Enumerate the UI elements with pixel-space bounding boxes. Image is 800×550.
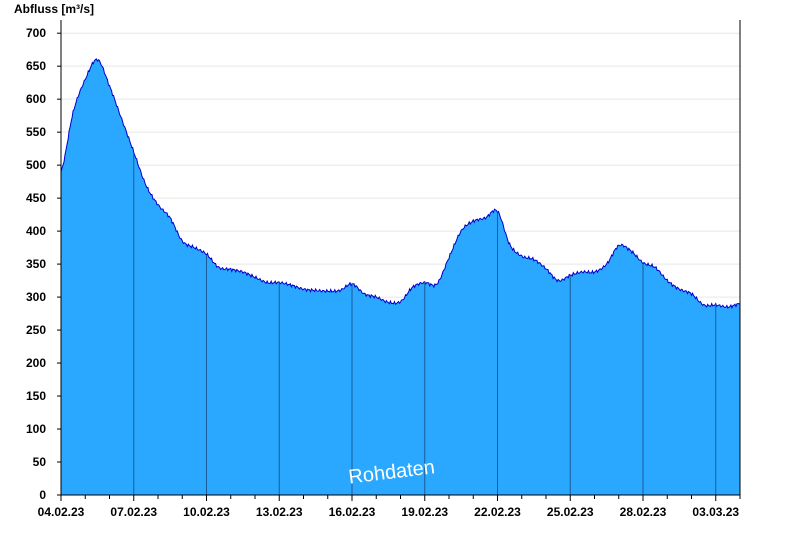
- x-tick-label: 04.02.23: [38, 505, 85, 519]
- y-tick-label: 50: [33, 455, 47, 469]
- y-tick-label: 300: [26, 290, 46, 304]
- y-tick-label: 250: [26, 323, 46, 337]
- discharge-line: [60, 58, 741, 310]
- x-tick-label: 22.02.23: [474, 505, 521, 519]
- y-tick-label: 350: [26, 257, 46, 271]
- y-tick-label: 500: [26, 158, 46, 172]
- x-tick-label: 13.02.23: [256, 505, 303, 519]
- x-tick-label: 28.02.23: [620, 505, 667, 519]
- y-axis-title: Abfluss [m³/s]: [14, 2, 94, 16]
- x-tick-label: 16.02.23: [329, 505, 376, 519]
- y-axis-ticks: 0 50 100 150 200 250 300 350 400 450 500 550 600 650 7…: [26, 26, 61, 502]
- y-tick-label: 150: [26, 389, 46, 403]
- y-tick-label: 700: [26, 26, 46, 40]
- y-tick-label: 650: [26, 59, 46, 73]
- x-tick-label: 03.03.23: [692, 505, 739, 519]
- discharge-area: [61, 58, 740, 495]
- x-tick-label: 07.02.23: [110, 505, 157, 519]
- y-tick-label: 400: [26, 224, 46, 238]
- y-tick-label: 100: [26, 422, 46, 436]
- y-tick-label: 0: [39, 488, 46, 502]
- y-tick-label: 550: [26, 125, 46, 139]
- x-axis-ticks: 04.02.23 07.02.23 10.02.23 13.02.23 16.02.23…: [38, 495, 741, 519]
- date-separator-lines: [133, 152, 717, 495]
- x-tick-label: 10.02.23: [183, 505, 230, 519]
- y-tick-label: 450: [26, 191, 46, 205]
- x-tick-label: 25.02.23: [547, 505, 594, 519]
- x-tick-label: 19.02.23: [401, 505, 448, 519]
- y-tick-label: 600: [26, 92, 46, 106]
- y-tick-label: 200: [26, 356, 46, 370]
